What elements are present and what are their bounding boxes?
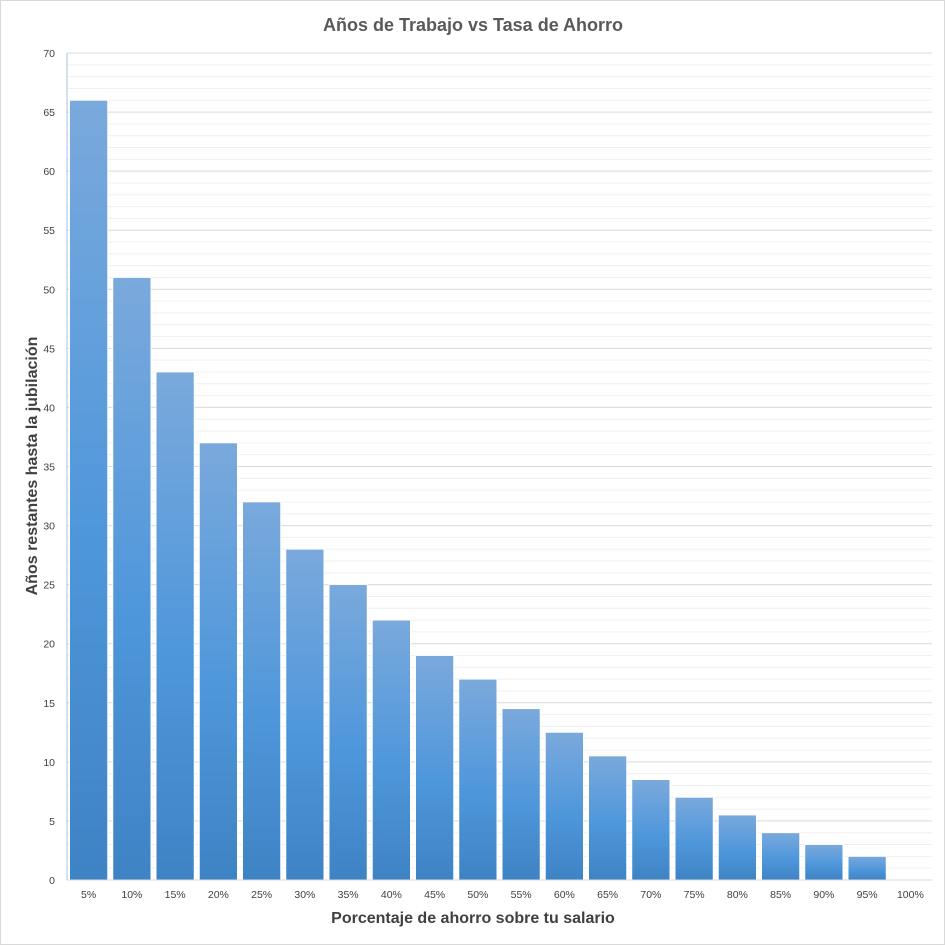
bar bbox=[847, 855, 887, 881]
gridlines bbox=[67, 52, 932, 869]
x-tick-label: 35% bbox=[338, 889, 359, 901]
y-tick-label: 65 bbox=[43, 107, 55, 119]
bar bbox=[458, 678, 498, 881]
x-tick-label: 85% bbox=[770, 889, 791, 901]
y-tick-label: 15 bbox=[43, 698, 55, 710]
bar bbox=[631, 779, 671, 881]
y-tick-labels: 0 5 10 15 20 25 30 35 40 45 50 55 60 65 70 bbox=[43, 48, 55, 887]
bar bbox=[588, 755, 628, 881]
y-tick-label: 20 bbox=[43, 639, 55, 651]
x-tick-label: 60% bbox=[554, 889, 575, 901]
x-tick-label: 80% bbox=[727, 889, 748, 901]
y-tick-label: 10 bbox=[43, 757, 55, 769]
x-tick-label: 50% bbox=[467, 889, 488, 901]
x-tick-label: 5% bbox=[81, 889, 96, 901]
axes bbox=[66, 53, 932, 881]
bar bbox=[371, 619, 411, 881]
x-tick-label: 100% bbox=[897, 889, 924, 901]
bar bbox=[415, 655, 455, 881]
x-tick-label: 40% bbox=[381, 889, 402, 901]
y-tick-label: 35 bbox=[43, 462, 55, 474]
chart-title: Años de Trabajo vs Tasa de Ahorro bbox=[323, 15, 623, 35]
bar bbox=[717, 814, 757, 881]
y-tick-label: 50 bbox=[43, 284, 55, 296]
x-tick-label: 95% bbox=[857, 889, 878, 901]
bar bbox=[328, 584, 368, 881]
bar bbox=[285, 548, 325, 881]
y-axis-title: Años restantes hasta la jubilación bbox=[24, 337, 41, 596]
bar bbox=[544, 731, 584, 881]
x-tick-label: 65% bbox=[597, 889, 618, 901]
bar bbox=[198, 442, 238, 881]
x-tick-label: 20% bbox=[208, 889, 229, 901]
y-tick-label: 25 bbox=[43, 580, 55, 592]
y-tick-label: 55 bbox=[43, 225, 55, 237]
bar bbox=[501, 708, 541, 881]
bar bbox=[674, 796, 714, 881]
bar bbox=[69, 99, 109, 881]
y-tick-label: 0 bbox=[49, 875, 55, 887]
x-tick-labels: 5% 10% 15% 20% 25% 30% 35% 40% 45% 50% 55% 60% 65% 70… bbox=[81, 889, 924, 901]
x-tick-label: 55% bbox=[511, 889, 532, 901]
x-tick-label: 70% bbox=[640, 889, 661, 901]
x-tick-label: 30% bbox=[294, 889, 315, 901]
bar bbox=[761, 832, 801, 881]
bar bbox=[242, 501, 282, 881]
bar bbox=[804, 844, 844, 881]
bar bbox=[155, 371, 195, 881]
bars bbox=[69, 99, 887, 881]
x-tick-label: 10% bbox=[121, 889, 142, 901]
x-tick-label: 25% bbox=[251, 889, 272, 901]
y-tick-label: 60 bbox=[43, 166, 55, 178]
x-axis-title: Porcentaje de ahorro sobre tu salario bbox=[331, 910, 615, 927]
x-tick-label: 15% bbox=[165, 889, 186, 901]
bar bbox=[112, 277, 152, 881]
y-tick-label: 45 bbox=[43, 343, 55, 355]
x-tick-label: 90% bbox=[813, 889, 834, 901]
x-tick-label: 45% bbox=[424, 889, 445, 901]
y-tick-label: 5 bbox=[49, 816, 55, 828]
x-tick-label: 75% bbox=[684, 889, 705, 901]
y-tick-label: 40 bbox=[43, 402, 55, 414]
y-tick-label: 70 bbox=[43, 48, 55, 60]
y-tick-label: 30 bbox=[43, 521, 55, 533]
